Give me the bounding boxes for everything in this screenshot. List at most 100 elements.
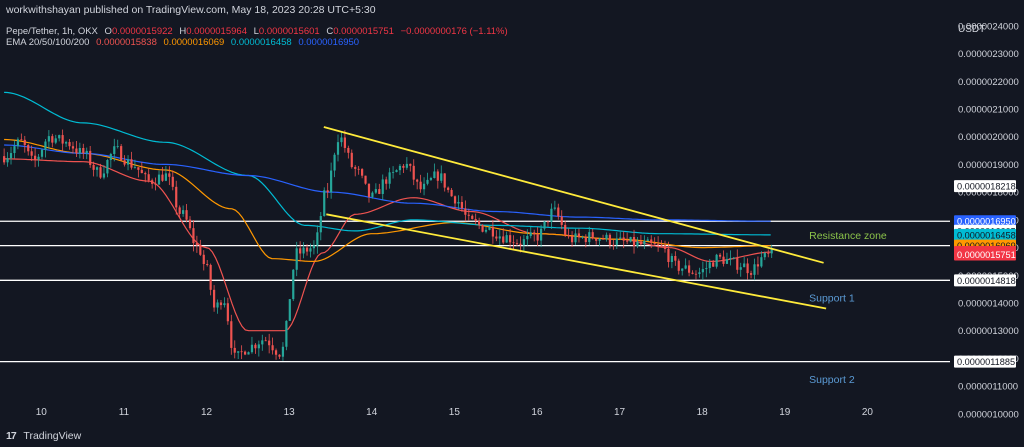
candle-body	[701, 269, 704, 273]
price-label-text: 0.0000018218	[957, 182, 1016, 192]
candle-body	[343, 137, 346, 148]
ema200-value: 0.0000016950	[298, 37, 360, 48]
candle-body	[302, 247, 305, 254]
candle-body	[574, 233, 577, 243]
candle-body	[367, 183, 371, 197]
candle-body	[64, 142, 68, 144]
candle-body	[677, 260, 680, 271]
candle-body	[171, 176, 174, 187]
ema100-value: 0.0000016458	[230, 37, 292, 48]
candle-body	[612, 244, 615, 246]
published-info: workwithshayan published on TradingView.…	[6, 4, 376, 16]
candle-body	[705, 268, 708, 270]
footer-brand[interactable]: 17 TradingView	[6, 430, 81, 442]
candle-body	[23, 139, 26, 145]
candle-body	[233, 347, 236, 353]
candle-body	[243, 351, 247, 355]
price-label-box	[954, 215, 1016, 228]
y-tick-label: 0.0000018000	[958, 188, 1019, 199]
candle-body	[564, 224, 567, 236]
candle-body	[292, 269, 295, 300]
candle-body	[429, 177, 433, 180]
candle-body	[312, 245, 316, 249]
candle-body	[460, 201, 464, 209]
x-tick-label: 12	[201, 407, 213, 418]
candle-body	[419, 181, 422, 190]
candle-body	[674, 256, 677, 261]
candle-body	[40, 149, 44, 157]
candle-body	[95, 167, 99, 170]
candle-body	[450, 189, 453, 197]
candle-body	[426, 179, 429, 184]
candle-body	[770, 248, 773, 254]
candle-body	[219, 302, 223, 306]
candle-body	[257, 344, 260, 349]
candle-body	[601, 238, 605, 240]
candle-body	[687, 265, 691, 273]
candles	[3, 129, 773, 361]
candle-body	[391, 171, 395, 173]
candle-body	[639, 241, 643, 245]
candle-body	[708, 262, 711, 269]
price-label-text: 0.0000014818	[957, 276, 1016, 286]
symbol-legend[interactable]: Pepe/Tether, 1h, OKX O0.0000015922 H0.00…	[6, 26, 508, 37]
candle-body	[178, 207, 181, 214]
candle-body	[34, 155, 37, 160]
y-tick-label: 0.0000021000	[958, 105, 1019, 116]
candle-body	[663, 245, 667, 249]
candle-body	[151, 180, 154, 184]
candle-body	[20, 139, 23, 141]
candle-body	[667, 248, 670, 263]
price-label-box	[954, 228, 1016, 241]
candle-body	[522, 239, 525, 246]
channel-line	[326, 213, 827, 310]
candle-body	[30, 151, 33, 156]
candle-body	[409, 163, 412, 166]
annotation-label: Resistance zone	[809, 230, 887, 242]
candle-body	[760, 257, 763, 267]
candle-body	[188, 219, 192, 229]
ema50-value: 0.0000016069	[163, 37, 225, 48]
candle-body	[447, 187, 450, 190]
candle-body	[326, 190, 329, 193]
candle-body	[715, 254, 718, 267]
candle-body	[650, 239, 653, 243]
candle-body	[109, 153, 112, 161]
candle-body	[9, 153, 13, 159]
ema-legend[interactable]: EMA 20/50/100/200 0.0000015838 0.0000016…	[6, 37, 359, 48]
annotation-label: Support 1	[809, 292, 855, 304]
candle-body	[471, 215, 474, 219]
candle-body	[502, 236, 505, 243]
ema200-line	[4, 144, 771, 222]
candle-body	[192, 228, 195, 244]
candle-body	[120, 146, 123, 161]
candle-body	[371, 192, 374, 197]
ohlc-change: −0.0000000176 (−1.11%)	[400, 26, 508, 37]
price-label-box	[954, 248, 1016, 261]
candle-body	[123, 160, 126, 165]
candle-body	[529, 232, 532, 236]
candle-body	[536, 234, 539, 241]
candle-body	[681, 268, 684, 271]
ohlc-open-value: 0.0000015922	[111, 26, 173, 37]
candle-body	[636, 241, 639, 247]
candle-body	[247, 352, 250, 355]
candle-body	[743, 263, 746, 268]
candle-body	[340, 137, 343, 143]
candle-body	[605, 234, 608, 240]
candle-body	[591, 232, 594, 239]
candle-body	[588, 232, 591, 243]
y-tick-label: 0.0000011000	[958, 382, 1018, 393]
candle-body	[361, 169, 364, 176]
candle-body	[333, 154, 336, 171]
candle-body	[99, 167, 102, 178]
candle-body	[226, 303, 229, 322]
candle-body	[725, 259, 729, 264]
x-tick-label: 14	[366, 407, 378, 418]
candle-body	[144, 173, 147, 175]
candle-body	[660, 244, 663, 246]
candle-body	[626, 240, 629, 242]
candle-body	[753, 264, 756, 275]
y-tick-label: 0.0000022000	[958, 77, 1019, 88]
